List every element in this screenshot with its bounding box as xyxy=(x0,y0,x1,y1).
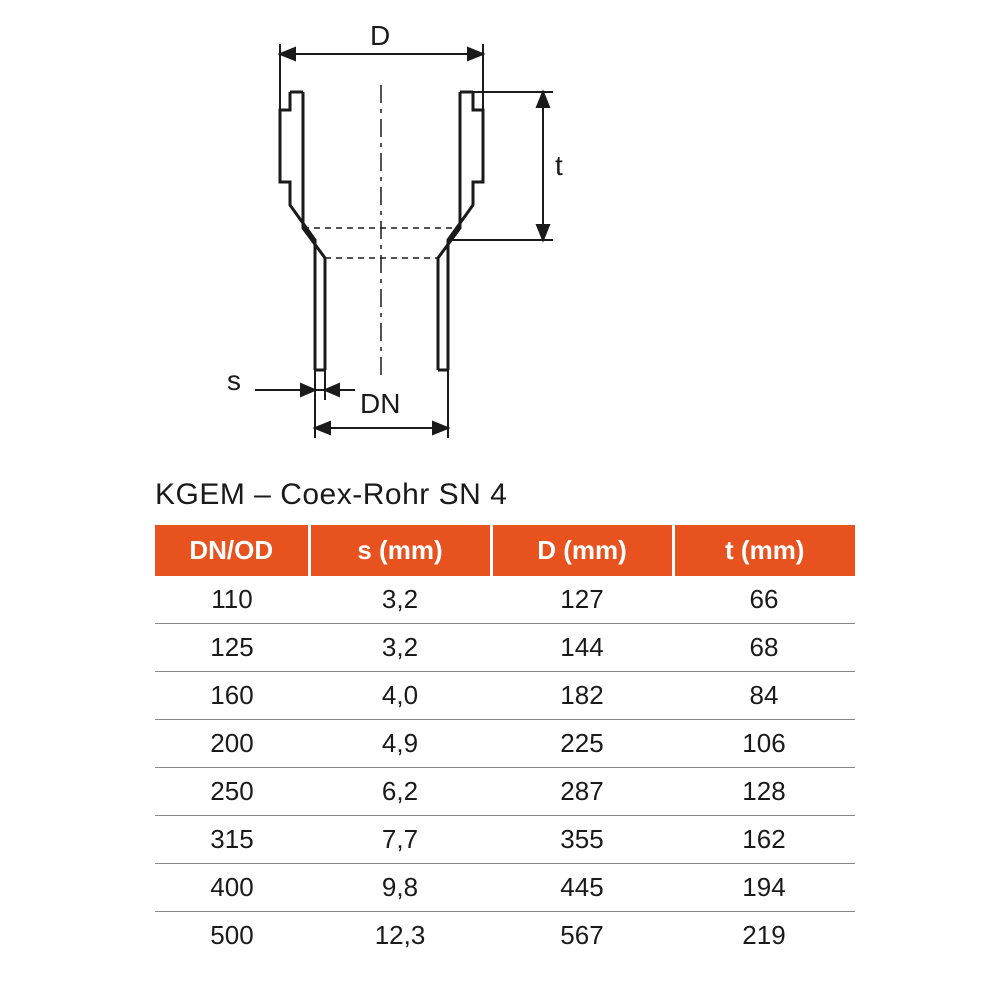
col-header-dnod: DN/OD xyxy=(155,525,309,576)
col-header-s: s (mm) xyxy=(309,525,491,576)
col-header-t: t (mm) xyxy=(673,525,855,576)
table-row: 1604,018284 xyxy=(155,672,855,720)
table-row: 50012,3567219 xyxy=(155,912,855,960)
dim-label-s: s xyxy=(227,365,241,397)
table-cell: 160 xyxy=(155,672,309,720)
table-cell: 355 xyxy=(491,816,673,864)
table-cell: 250 xyxy=(155,768,309,816)
table-cell: 68 xyxy=(673,624,855,672)
table-title: KGEM – Coex-Rohr SN 4 xyxy=(155,478,507,512)
table-cell: 162 xyxy=(673,816,855,864)
table-cell: 7,7 xyxy=(309,816,491,864)
table-cell: 110 xyxy=(155,576,309,624)
table-cell: 219 xyxy=(673,912,855,960)
table-cell: 400 xyxy=(155,864,309,912)
table-row: 1103,212766 xyxy=(155,576,855,624)
dim-label-dn: DN xyxy=(360,388,400,420)
table-cell: 144 xyxy=(491,624,673,672)
table-row: 4009,8445194 xyxy=(155,864,855,912)
table-cell: 182 xyxy=(491,672,673,720)
table-cell: 127 xyxy=(491,576,673,624)
table-cell: 66 xyxy=(673,576,855,624)
table-row: 1253,214468 xyxy=(155,624,855,672)
table-cell: 9,8 xyxy=(309,864,491,912)
table-cell: 4,0 xyxy=(309,672,491,720)
table-row: 3157,7355162 xyxy=(155,816,855,864)
table-cell: 445 xyxy=(491,864,673,912)
table-cell: 200 xyxy=(155,720,309,768)
spec-table: DN/OD s (mm) D (mm) t (mm) 1103,21276612… xyxy=(155,525,855,959)
table-cell: 194 xyxy=(673,864,855,912)
dim-label-t: t xyxy=(555,150,563,182)
table-cell: 125 xyxy=(155,624,309,672)
table-header-row: DN/OD s (mm) D (mm) t (mm) xyxy=(155,525,855,576)
pipe-diagram: D t s DN xyxy=(195,30,615,450)
table-cell: 12,3 xyxy=(309,912,491,960)
table-cell: 567 xyxy=(491,912,673,960)
table-cell: 225 xyxy=(491,720,673,768)
table-cell: 128 xyxy=(673,768,855,816)
table-cell: 106 xyxy=(673,720,855,768)
table-cell: 84 xyxy=(673,672,855,720)
table-cell: 4,9 xyxy=(309,720,491,768)
table-cell: 6,2 xyxy=(309,768,491,816)
table-cell: 3,2 xyxy=(309,576,491,624)
col-header-d: D (mm) xyxy=(491,525,673,576)
table-row: 2506,2287128 xyxy=(155,768,855,816)
table-cell: 287 xyxy=(491,768,673,816)
table-cell: 500 xyxy=(155,912,309,960)
table-cell: 3,2 xyxy=(309,624,491,672)
dim-label-d: D xyxy=(370,20,390,52)
table-cell: 315 xyxy=(155,816,309,864)
table-row: 2004,9225106 xyxy=(155,720,855,768)
